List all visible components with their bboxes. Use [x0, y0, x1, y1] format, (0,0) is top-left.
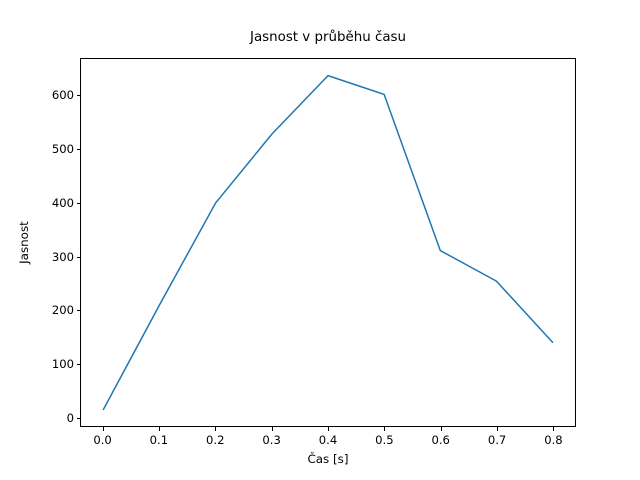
y-tick-label: 100 — [51, 357, 74, 372]
x-tick-label: 0.5 — [375, 433, 394, 447]
x-tick-mark — [553, 427, 555, 431]
y-tick-label: 0 — [66, 411, 74, 426]
x-tick-mark — [102, 427, 104, 431]
x-tick-mark — [497, 427, 499, 431]
x-tick-mark — [328, 427, 329, 431]
plot-area — [80, 58, 576, 427]
y-tick-mark — [76, 418, 80, 420]
x-tick-label: 0.8 — [544, 433, 563, 447]
x-tick-label: 0.3 — [262, 433, 281, 447]
x-tick-mark — [158, 427, 160, 431]
y-tick-label: 400 — [51, 195, 74, 210]
x-tick-label: 0.4 — [318, 433, 338, 447]
x-tick-mark — [384, 427, 386, 431]
x-tick-mark — [271, 427, 273, 431]
y-tick-mark — [76, 202, 80, 204]
x-tick-label: 0.7 — [487, 433, 507, 447]
y-tick-mark — [76, 94, 80, 96]
y-tick-mark — [76, 148, 80, 150]
x-tick-label: 0.0 — [93, 433, 112, 447]
y-tick-label: 600 — [51, 87, 74, 102]
line-chart-svg — [81, 59, 575, 426]
y-tick-label: 200 — [51, 303, 74, 318]
y-tick-mark — [76, 256, 80, 258]
y-tick-mark — [76, 364, 80, 366]
data-series-line — [103, 76, 552, 410]
chart-title: Jasnost v průběhu času — [250, 30, 406, 45]
x-tick-label: 0.2 — [206, 433, 225, 447]
x-tick-label: 0.6 — [431, 433, 450, 447]
x-tick-label: 0.1 — [149, 433, 169, 447]
y-tick-mark — [76, 310, 80, 312]
x-tick-mark — [215, 427, 217, 431]
y-tick-label: 300 — [51, 249, 74, 264]
x-tick-mark — [440, 427, 442, 431]
y-tick-label: 500 — [51, 141, 74, 156]
y-axis-label: Jasnost — [17, 221, 31, 264]
x-axis-label: Čas [s] — [307, 452, 349, 466]
